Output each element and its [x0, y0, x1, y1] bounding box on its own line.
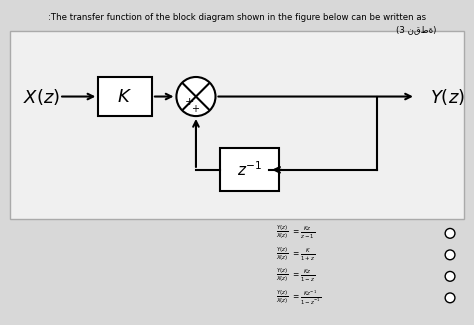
Text: $z^{-1}$: $z^{-1}$ [237, 161, 263, 179]
Text: $= \frac{K}{1+z}$: $= \frac{K}{1+z}$ [291, 247, 315, 263]
Text: $\frac{Y(z)}{X(z)}$: $\frac{Y(z)}{X(z)}$ [276, 246, 289, 264]
Text: $\frac{Y(z)}{X(z)}$: $\frac{Y(z)}{X(z)}$ [276, 224, 289, 242]
Circle shape [445, 271, 455, 281]
Circle shape [176, 77, 216, 116]
Text: $K$: $K$ [117, 87, 132, 106]
Text: $= \frac{Kz}{z-1}$: $= \frac{Kz}{z-1}$ [291, 225, 315, 241]
Text: $Y(z)$: $Y(z)$ [430, 86, 465, 107]
Text: $\frac{Y(z)}{X(z)}$: $\frac{Y(z)}{X(z)}$ [276, 267, 289, 285]
FancyBboxPatch shape [10, 31, 464, 219]
FancyBboxPatch shape [98, 77, 152, 116]
Text: $\frac{Y(z)}{X(z)}$: $\frac{Y(z)}{X(z)}$ [276, 289, 289, 307]
Text: :The transfer function of the block diagram shown in the figure below can be wri: :The transfer function of the block diag… [48, 13, 426, 22]
Text: $X(z)$: $X(z)$ [23, 86, 60, 107]
Text: $= \frac{Kz^{-1}}{1-z^{-1}}$: $= \frac{Kz^{-1}}{1-z^{-1}}$ [291, 289, 321, 307]
Circle shape [445, 250, 455, 260]
Circle shape [445, 228, 455, 238]
Text: $= \frac{Kz}{1-z}$: $= \frac{Kz}{1-z}$ [291, 268, 315, 284]
Text: $+$: $+$ [191, 103, 201, 114]
Text: $+$: $+$ [184, 96, 194, 107]
FancyBboxPatch shape [220, 148, 279, 191]
Circle shape [445, 293, 455, 303]
Text: (3 نقطة): (3 نقطة) [396, 25, 436, 34]
